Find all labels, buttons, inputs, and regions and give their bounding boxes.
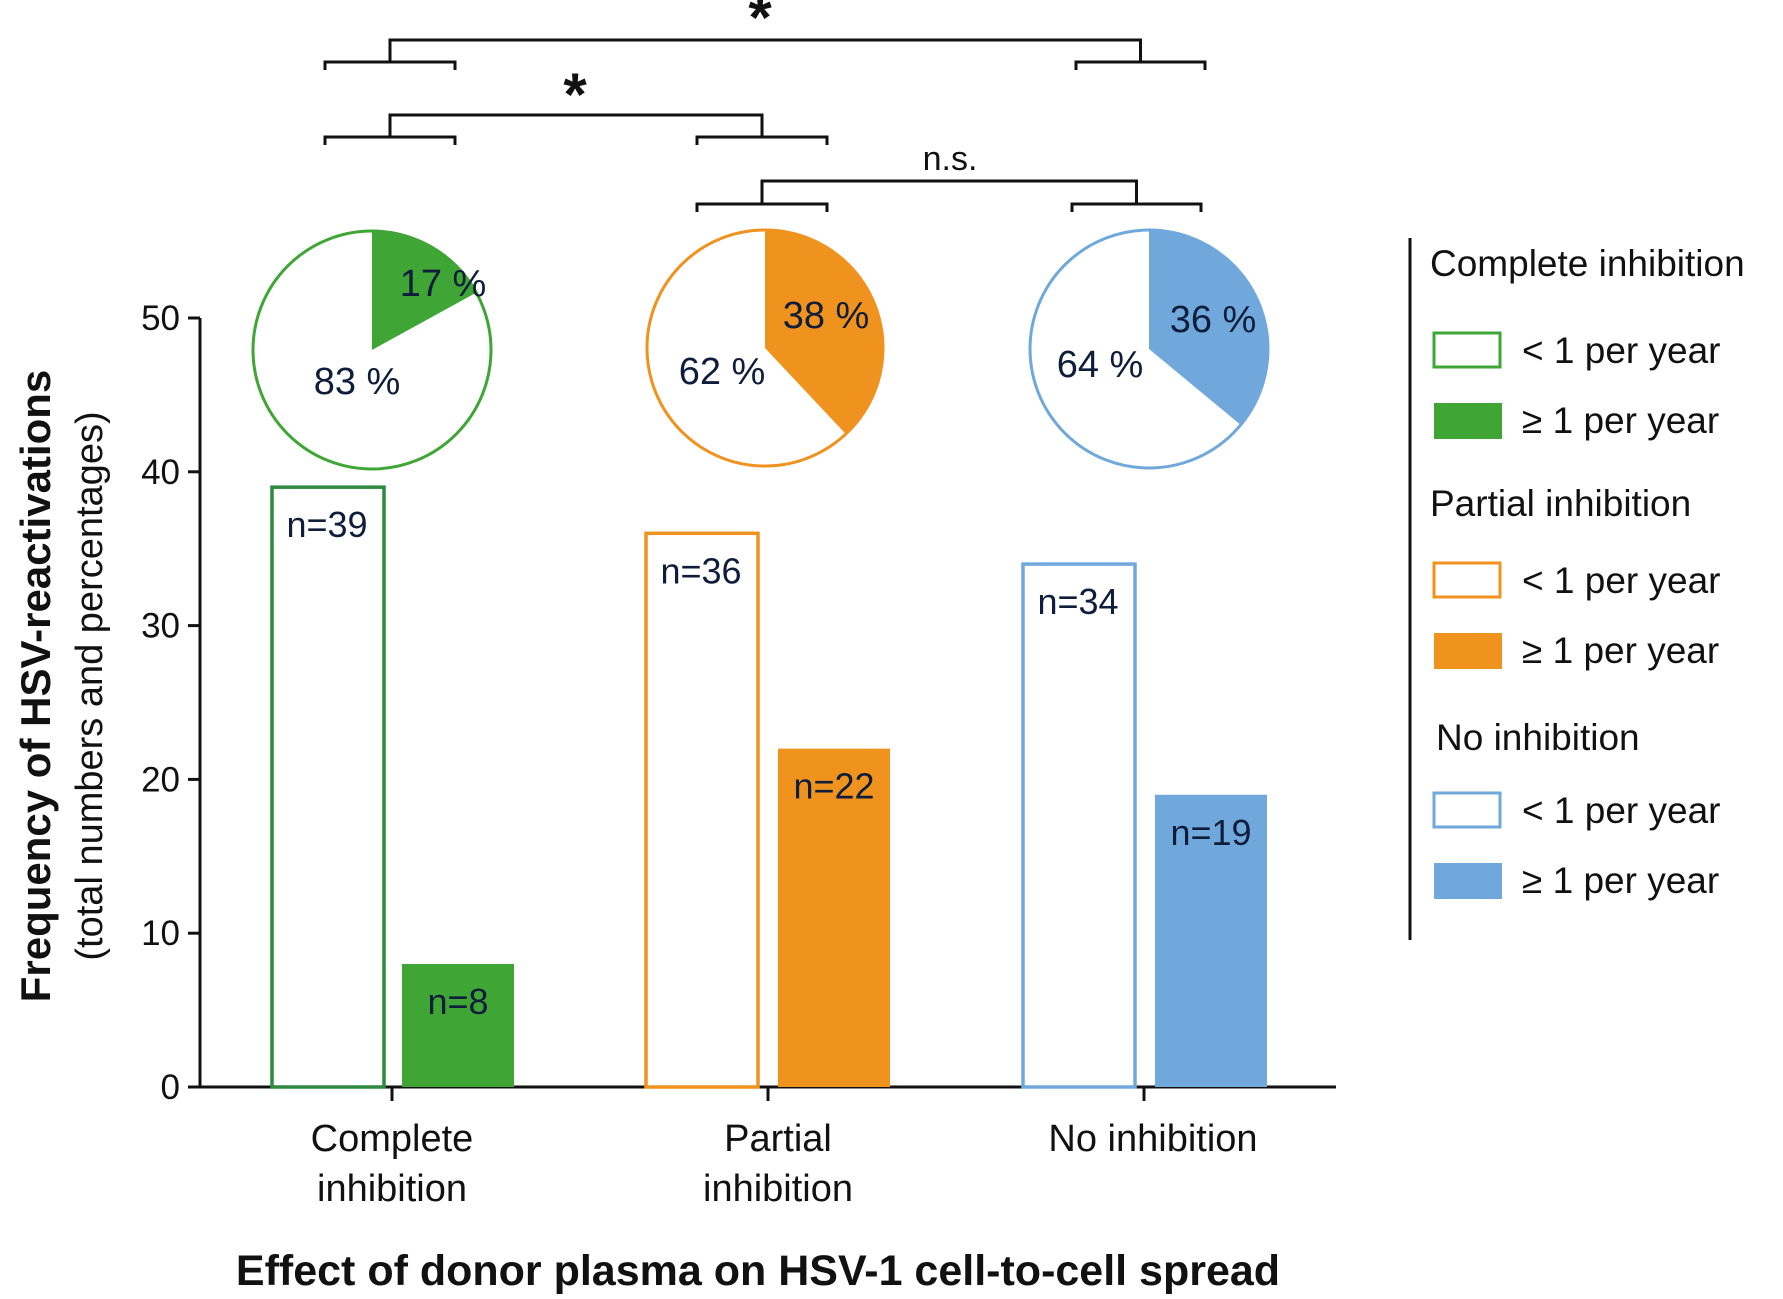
bar-outline bbox=[270, 485, 386, 1089]
legend-swatch-filled bbox=[1434, 403, 1502, 439]
legend-swatch-outline bbox=[1432, 561, 1502, 599]
legend: Complete inhibition < 1 per year ≥ 1 per y… bbox=[1430, 243, 1745, 901]
significance-label: * bbox=[563, 61, 587, 128]
x-category-label: Partial bbox=[724, 1118, 832, 1160]
bar-data-label: n=36 bbox=[660, 550, 741, 591]
pie-slice-filled bbox=[765, 230, 884, 435]
y-tick-label: 30 bbox=[141, 607, 180, 646]
bar-outline bbox=[1021, 562, 1137, 1089]
pie-slice-label: 38 % bbox=[783, 295, 870, 337]
significance-label: n.s. bbox=[923, 140, 978, 178]
y-tick-label: 40 bbox=[141, 453, 180, 492]
bar-data-label: n=19 bbox=[1170, 812, 1251, 853]
x-category-label: Complete bbox=[311, 1118, 474, 1160]
legend-swatch-outline bbox=[1432, 331, 1502, 369]
legend-swatch-filled bbox=[1434, 863, 1502, 899]
legend-item-label: < 1 per year bbox=[1522, 560, 1720, 601]
pie-slice-label: 83 % bbox=[314, 361, 401, 403]
x-category-label: No inhibition bbox=[1048, 1118, 1257, 1160]
significance-bracket bbox=[323, 113, 829, 145]
significance-bracket bbox=[323, 38, 1207, 70]
x-category-label: inhibition bbox=[703, 1168, 853, 1210]
significance-bracket bbox=[695, 179, 1203, 212]
y-axis-subtitle: (total numbers and percentages) bbox=[69, 411, 111, 960]
y-axis-title: Frequency of HSV-reactivations bbox=[12, 370, 59, 1003]
legend-group-heading: No inhibition bbox=[1436, 717, 1640, 758]
legend-item-label: < 1 per year bbox=[1522, 330, 1720, 371]
pie-slice-filled bbox=[372, 231, 477, 350]
legend-group-heading: Partial inhibition bbox=[1430, 483, 1691, 524]
bar-filled bbox=[402, 963, 514, 1087]
legend-item-label: < 1 per year bbox=[1522, 790, 1720, 831]
bar-data-label: n=39 bbox=[286, 504, 367, 545]
legend-item-label: ≥ 1 per year bbox=[1522, 860, 1719, 901]
legend-item-label: ≥ 1 per year bbox=[1522, 400, 1719, 441]
bar-data-label: n=8 bbox=[427, 981, 488, 1022]
bar-filled bbox=[778, 748, 890, 1087]
y-tick-label: 0 bbox=[161, 1068, 180, 1107]
bar-outline bbox=[644, 531, 760, 1089]
pie-slice-label: 62 % bbox=[679, 351, 766, 393]
pie-slice-label: 64 % bbox=[1057, 344, 1144, 386]
pie-slice-label: 36 % bbox=[1170, 299, 1257, 341]
legend-group-heading: Complete inhibition bbox=[1430, 243, 1745, 284]
legend-swatch-filled bbox=[1434, 633, 1502, 669]
legend-item-label: ≥ 1 per year bbox=[1522, 630, 1719, 671]
bar-filled bbox=[1155, 794, 1267, 1087]
x-category-label: inhibition bbox=[317, 1168, 467, 1210]
x-axis-title: Effect of donor plasma on HSV-1 cell-to-… bbox=[236, 1247, 1280, 1295]
legend-swatch-outline bbox=[1432, 791, 1502, 829]
bar-data-label: n=22 bbox=[793, 766, 874, 807]
y-tick-label: 20 bbox=[141, 760, 180, 799]
y-tick-label: 50 bbox=[141, 299, 180, 338]
y-tick-label: 10 bbox=[141, 914, 180, 953]
pie-slice-label: 17 % bbox=[400, 263, 487, 305]
bar-data-label: n=34 bbox=[1037, 581, 1118, 622]
pie-slice-filled bbox=[1149, 230, 1268, 425]
significance-label: * bbox=[748, 0, 772, 51]
